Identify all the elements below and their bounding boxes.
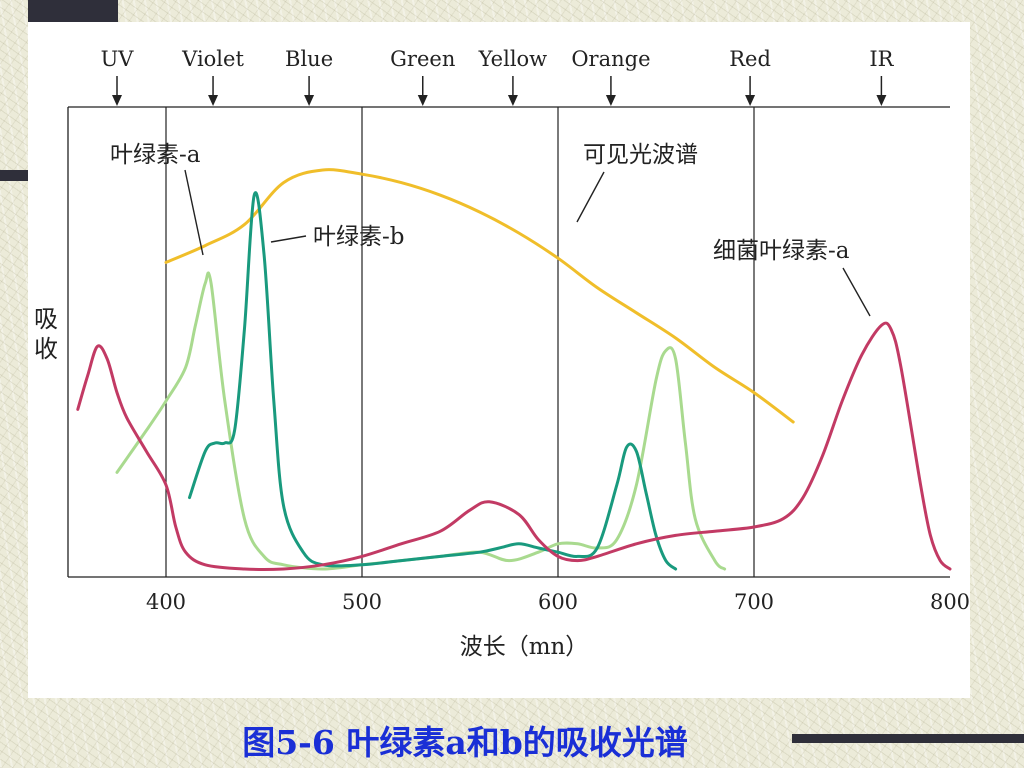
- absorption-spectrum-chart: UV Violet Blue Green Yellow Orange Red IR 400 50…: [34, 47, 970, 660]
- caption-text-4: b: [499, 723, 523, 762]
- series-visible-spectrum: [164, 168, 795, 424]
- figure-panel: UV Violet Blue Green Yellow Orange Red IR 400 50…: [28, 22, 970, 698]
- caption-text-3: 和: [466, 723, 500, 762]
- figure-caption: 图 5-6 叶绿素 a 和 b 的吸收光谱: [0, 716, 930, 764]
- band-label-ir: IR: [869, 47, 894, 71]
- band-arrow-head-violet: [208, 95, 219, 106]
- x-tick-label-500: 500: [342, 590, 382, 614]
- caption-text-1: 叶绿素: [346, 723, 446, 762]
- color-bands-group: UV Violet Blue Green Yellow Orange Red IR: [101, 47, 895, 106]
- band-label-red: Red: [729, 47, 771, 71]
- x-tick-label-400: 400: [146, 590, 186, 614]
- band-label-orange: Orange: [571, 47, 650, 71]
- annotation-chlorophyll-b-label: 叶绿素-b: [313, 224, 405, 250]
- x-tick-label-600: 600: [538, 590, 578, 614]
- annotation-bacteriochlorophyll-a-leader: [842, 267, 871, 317]
- band-label-uv: UV: [101, 47, 135, 71]
- decorative-bar-right: [792, 734, 1024, 743]
- decorative-bar-left: [0, 170, 30, 181]
- series-chlorophyll-b: [188, 191, 678, 571]
- annotation-chlorophyll-b-leader: [270, 235, 307, 243]
- band-label-green: Green: [390, 47, 455, 71]
- band-arrow-head-ir: [876, 95, 887, 106]
- caption-prefix: 图: [242, 723, 276, 762]
- y-axis-title: 吸收: [34, 305, 58, 363]
- band-label-violet: Violet: [181, 47, 244, 71]
- band-label-blue: Blue: [285, 47, 333, 71]
- annotation-visible-spectrum-label: 可见光波谱: [583, 142, 698, 168]
- caption-number: 5-6: [275, 723, 347, 762]
- band-arrow-head-yellow: [507, 95, 518, 106]
- x-axis-title: 波长（mn）: [460, 634, 589, 660]
- series-chlorophyll-a: [115, 271, 727, 571]
- caption-text-2: a: [445, 723, 467, 762]
- annotation-chlorophyll-a-label: 叶绿素-a: [110, 142, 201, 168]
- band-arrow-head-blue: [304, 95, 315, 106]
- annotation-visible-spectrum-leader: [576, 171, 605, 223]
- series-group: [76, 168, 952, 572]
- x-tick-label-800: 800: [930, 590, 970, 614]
- x-tick-label-700: 700: [734, 590, 774, 614]
- decorative-bar-top: [28, 0, 118, 22]
- band-arrow-head-red: [745, 95, 756, 106]
- band-label-yellow: Yellow: [478, 47, 548, 71]
- caption-text-5: 的吸收光谱: [522, 723, 688, 762]
- axes-group: 400 500 600 700 800 波长（mn） 吸收: [34, 106, 970, 660]
- band-arrow-head-green: [417, 95, 428, 106]
- series-bacteriochlorophyll-a: [76, 321, 952, 572]
- band-arrow-head-uv: [112, 95, 122, 106]
- annotation-chlorophyll-a-leader: [184, 169, 204, 256]
- annotation-bacteriochlorophyll-a-label: 细菌叶绿素-a: [713, 238, 850, 264]
- band-arrow-head-orange: [605, 95, 616, 106]
